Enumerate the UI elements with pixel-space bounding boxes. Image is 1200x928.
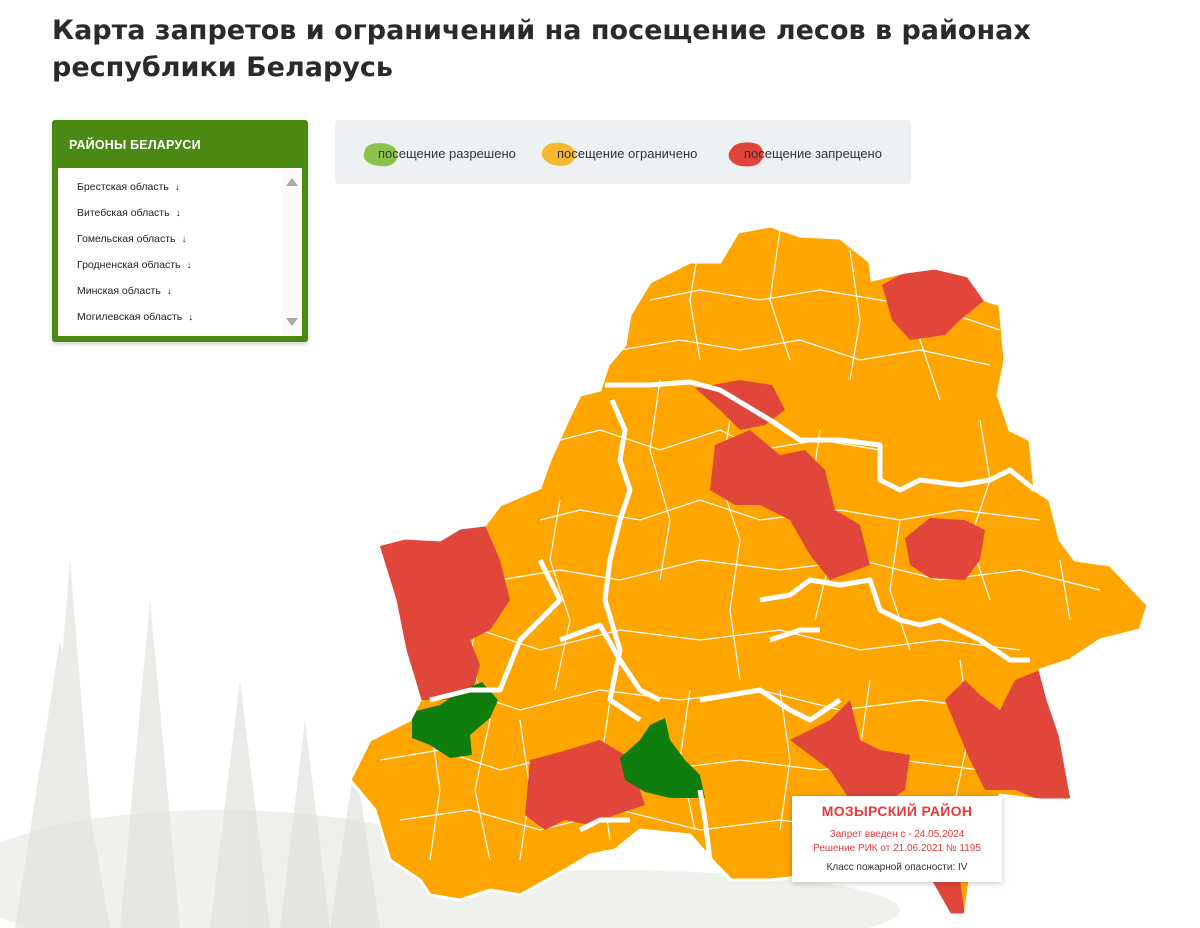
page-title: Карта запретов и ограничений на посещени…: [52, 15, 1031, 83]
region-item-label: Могилевская область: [77, 311, 183, 323]
region-item[interactable]: Минская область ↓: [77, 278, 302, 304]
legend-swatch: [363, 143, 398, 167]
arrow-down-icon: ↓: [175, 208, 181, 219]
district-banned-north-1[interactable]: [882, 268, 985, 340]
legend: посещение разрешено посещение ограничено…: [335, 120, 911, 184]
tooltip-ban-date: Запрет введен с - 24.05.2024: [829, 829, 965, 840]
district-banned-se-1[interactable]: [790, 700, 910, 800]
region-list-scrollbar[interactable]: [282, 168, 302, 336]
district-tooltip: МОЗЫРСКИЙ РАЙОН Запрет введен с - 24.05.…: [792, 796, 1002, 882]
arrow-down-icon: ↓: [186, 260, 192, 271]
region-item-label: Минская область: [77, 285, 161, 297]
region-item-label: Брестская область: [77, 181, 169, 193]
green-blob-icon: [363, 143, 398, 167]
arrow-down-icon: ↓: [174, 182, 180, 193]
country-border: [348, 224, 1150, 917]
region-item-label: Витебская область: [77, 207, 170, 219]
district-banned-south-1[interactable]: [525, 740, 645, 830]
district-banned-center-1[interactable]: [710, 430, 870, 580]
region-item-label: Гомельская область: [77, 233, 176, 245]
district-banned-se-2[interactable]: [945, 670, 1072, 800]
legend-swatch: [541, 142, 576, 166]
legend-label-banned: посещение запрещено: [744, 146, 882, 161]
legend-label-allowed: посещение разрешено: [378, 146, 516, 161]
tooltip-fire-class: Класс пожарной опасности: IV: [826, 862, 968, 873]
districts-panel: РАЙОНЫ БЕЛАРУСИ Брестская область ↓ Витебс…: [52, 120, 308, 342]
arrow-down-icon: ↓: [188, 312, 194, 323]
region-item[interactable]: Гродненская область ↓: [77, 252, 302, 278]
region-item[interactable]: Гомельская область ↓: [77, 226, 302, 252]
region-list[interactable]: Брестская область ↓ Витебская область ↓ Гоме…: [58, 168, 302, 336]
district-allowed-sw[interactable]: [412, 682, 498, 758]
region-item[interactable]: Брестская область ↓: [77, 174, 302, 200]
arrow-down-icon: ↓: [166, 286, 172, 297]
district-banned-nw-1[interactable]: [378, 525, 510, 700]
allowed-districts[interactable]: [412, 682, 705, 798]
tooltip-district-name: МОЗЫРСКИЙ РАЙОН: [821, 803, 973, 819]
region-item[interactable]: Могилевская область ↓: [77, 304, 302, 330]
district-allowed-south[interactable]: [620, 718, 705, 798]
scroll-down-arrow-icon[interactable]: [286, 318, 298, 326]
yellow-blob-icon: [541, 142, 576, 166]
red-blob-icon: [728, 142, 764, 167]
region-item[interactable]: Витебская область ↓: [77, 200, 302, 226]
district-banned-east-1[interactable]: [905, 518, 985, 580]
tooltip-decision: Решение РИК от 21.06.2021 № 1195: [813, 843, 981, 854]
arrow-down-icon: ↓: [181, 234, 187, 245]
map-region-limited-base[interactable]: [350, 226, 1148, 915]
legend-label-limited: посещение ограничено: [557, 146, 698, 161]
scroll-up-arrow-icon[interactable]: [286, 178, 298, 186]
region-item-label: Гродненская область: [77, 259, 181, 271]
oblast-borders: [429, 379, 1037, 882]
legend-swatch: [728, 142, 764, 167]
districts-panel-title: РАЙОНЫ БЕЛАРУСИ: [69, 138, 201, 152]
